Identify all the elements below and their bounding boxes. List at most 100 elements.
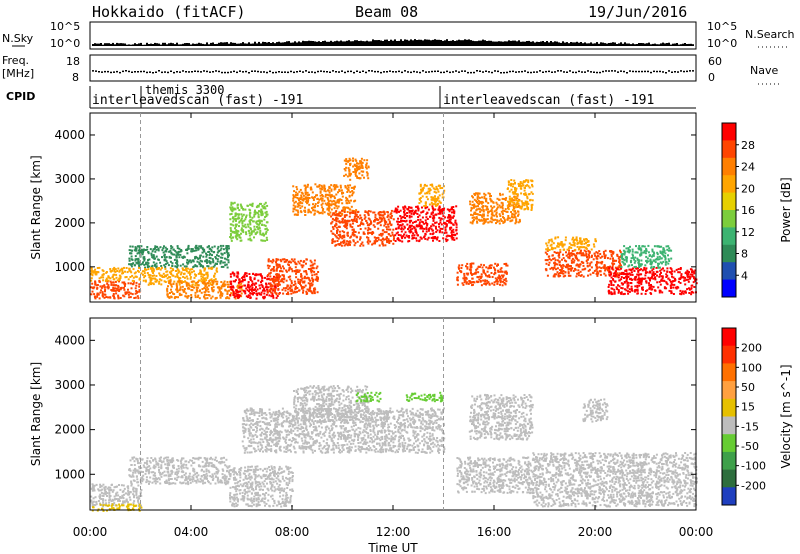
- sky-bar: [666, 43, 668, 46]
- echo-region-13: [456, 262, 509, 287]
- y-axis-label: Slant Range [km]: [29, 362, 43, 466]
- x-tick-label: 00:00: [73, 525, 108, 539]
- date-label: 19/Jun/2016: [588, 3, 687, 21]
- freq-dot: [221, 71, 223, 74]
- freq-dot: [389, 70, 391, 72]
- freq-tick-left-bottom: 8: [72, 71, 79, 84]
- sky-bar: [338, 41, 340, 46]
- freq-dot: [107, 70, 109, 73]
- sky-bar: [534, 42, 536, 46]
- y-tick-label: 1000: [54, 467, 85, 481]
- freq-dot: [233, 70, 235, 73]
- freq-dot: [482, 71, 484, 73]
- freq-dot: [167, 71, 169, 74]
- freq-dot: [440, 71, 442, 74]
- freq-dot: [320, 70, 322, 72]
- freq-dot: [467, 71, 469, 74]
- echo-region-2: [128, 456, 231, 486]
- sky-bar: [126, 44, 128, 46]
- sky-bar: [94, 43, 96, 46]
- freq-tick-right-bottom: 0: [708, 71, 715, 84]
- sky-bar: [352, 41, 354, 46]
- freq-dot: [659, 70, 661, 73]
- sky-bar: [218, 42, 220, 46]
- sky-bar: [146, 42, 148, 46]
- freq-dot: [179, 71, 181, 73]
- freq-dot: [620, 70, 622, 72]
- freq-dot: [545, 70, 547, 73]
- sky-bar: [642, 43, 644, 46]
- freq-dot: [689, 70, 691, 72]
- sky-bar: [198, 42, 200, 46]
- sky-bar: [496, 41, 498, 46]
- sky-bar: [276, 42, 278, 46]
- sky-bar: [244, 43, 246, 46]
- freq-dot: [590, 71, 592, 73]
- sky-bar: [316, 41, 318, 46]
- sky-bar: [504, 41, 506, 46]
- sky-bar: [300, 42, 302, 46]
- sky-bar: [556, 41, 558, 46]
- colorbar-swatch: [722, 192, 736, 211]
- sky-bar: [228, 43, 230, 46]
- freq-dot: [146, 71, 148, 74]
- sky-bar: [604, 43, 606, 46]
- freq-dot: [461, 70, 463, 72]
- colorbar-label: Power [dB]: [779, 177, 793, 242]
- freq-dot: [236, 71, 238, 74]
- sky-bar: [426, 39, 428, 46]
- sky-bar: [406, 39, 408, 46]
- sky-bar: [482, 39, 484, 46]
- colorbar-swatch: [722, 140, 736, 159]
- sky-bar: [308, 40, 310, 46]
- sky-bar: [530, 41, 532, 46]
- y-tick-label: 2000: [54, 423, 85, 437]
- freq-dot: [200, 71, 202, 73]
- sky-bar: [628, 43, 630, 46]
- echo-region-6: [317, 407, 446, 454]
- cpid-label: CPID: [6, 90, 35, 103]
- freq-dot: [650, 71, 652, 74]
- freq-dot: [539, 70, 541, 72]
- sky-bar: [112, 42, 114, 46]
- freq-dot: [344, 71, 346, 74]
- freq-dot: [443, 71, 445, 74]
- freq-dot: [92, 70, 94, 72]
- y-tick-label: 4000: [54, 333, 85, 347]
- sky-bar: [246, 43, 248, 46]
- sky-bar: [420, 39, 422, 46]
- sky-bar: [582, 43, 584, 46]
- freq-dot: [356, 70, 358, 72]
- sky-bar: [538, 42, 540, 46]
- freq-dot: [542, 71, 544, 73]
- echo-region-15: [506, 179, 534, 211]
- sky-bar: [518, 40, 520, 46]
- freq-dot: [299, 70, 301, 72]
- time-axis-ticks: 00:00 04:00 08:00 12:00 16:00 20:00 00:00: [73, 525, 714, 539]
- freq-dot: [113, 71, 115, 73]
- sky-bar: [488, 40, 490, 46]
- sky-bar: [562, 41, 564, 46]
- sky-bar: [334, 41, 336, 46]
- sky-bar: [170, 42, 172, 46]
- y-tick-label: 4000: [54, 128, 85, 142]
- sky-tick-bottom-right: 10^0: [707, 37, 737, 50]
- freq-dot: [125, 70, 127, 72]
- freq-dot: [638, 70, 640, 73]
- freq-dot: [578, 70, 580, 73]
- sky-bar: [194, 43, 196, 46]
- sky-bar: [120, 43, 122, 46]
- x-tick-label: 00:00: [679, 525, 714, 539]
- sky-bar: [384, 39, 386, 46]
- freq-dot: [431, 70, 433, 73]
- freq-tick-left-top: 18: [66, 55, 80, 68]
- sky-bar: [500, 41, 502, 46]
- sky-bar: [626, 43, 628, 46]
- freq-dot: [230, 71, 232, 73]
- sky-bar: [484, 40, 486, 46]
- sky-bar: [202, 43, 204, 46]
- sky-bar: [392, 40, 394, 46]
- freq-dot: [335, 71, 337, 73]
- sky-bar: [448, 41, 450, 46]
- sky-bar: [158, 43, 160, 46]
